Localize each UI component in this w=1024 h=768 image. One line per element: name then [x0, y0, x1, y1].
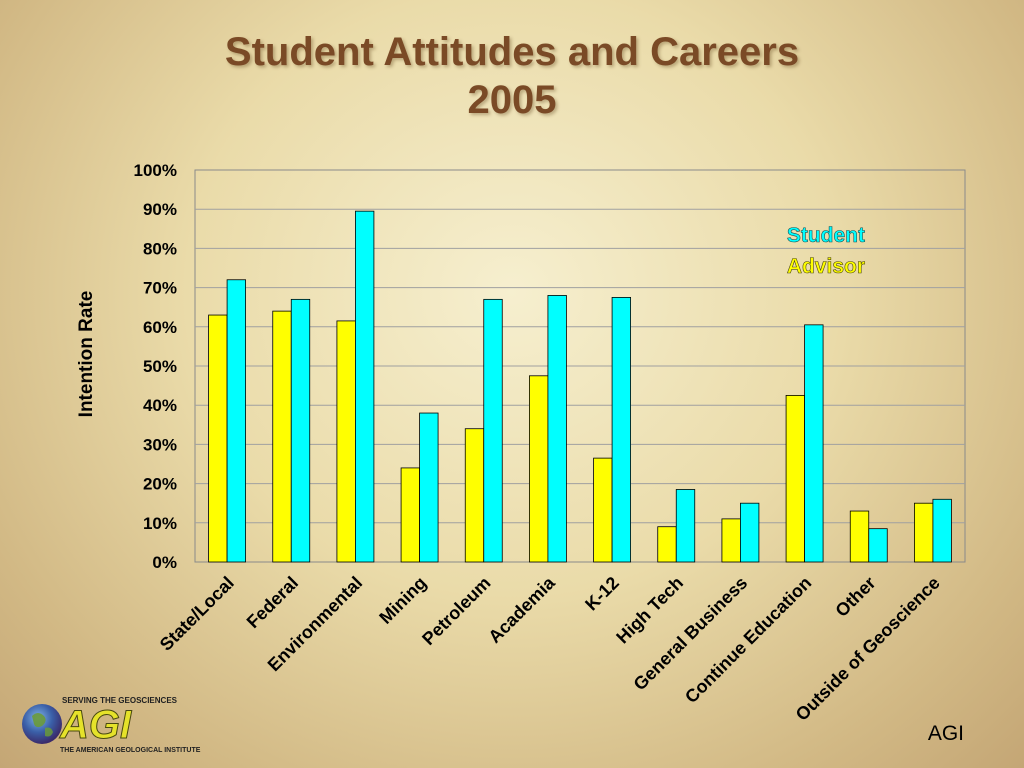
bar-student-6 — [611, 296, 631, 563]
bar-student-10 — [868, 528, 888, 563]
y-tick-label: 90% — [143, 200, 177, 219]
slide-title: Student Attitudes and Careers 2005 — [0, 28, 1024, 124]
bar-advisor-0 — [208, 314, 228, 563]
x-tick-label: Federal — [243, 573, 302, 632]
legend-entry-student: Student — [787, 224, 865, 247]
x-tick-label: General Business — [630, 573, 752, 695]
y-axis-label: Intention Rate — [76, 291, 97, 418]
title-line-1: Student Attitudes and Careers — [224, 30, 800, 74]
x-tick-label: Continue Education — [681, 573, 815, 707]
bar-student-0 — [226, 279, 246, 563]
bar-student-5 — [547, 295, 567, 563]
x-tick-label: State/Local — [156, 573, 238, 655]
y-tick-label: 0% — [152, 553, 177, 572]
bar-student-7 — [675, 489, 696, 563]
bar-advisor-4 — [464, 428, 485, 563]
bar-advisor-7 — [657, 526, 677, 563]
bar-advisor-6 — [593, 457, 613, 563]
y-tick-label: 80% — [143, 239, 177, 258]
y-tick-label: 20% — [143, 475, 177, 494]
bar-student-2 — [355, 210, 375, 563]
logo-tagline: SERVING THE GEOSCIENCES — [62, 696, 178, 705]
bar-advisor-2 — [336, 320, 356, 563]
bar-advisor-8 — [721, 518, 741, 563]
y-tick-label: 50% — [143, 357, 177, 376]
legend: Student Advisor — [787, 224, 866, 279]
gridlines — [195, 208, 965, 524]
x-tick-label: Mining — [375, 573, 430, 628]
bar-student-3 — [419, 412, 439, 563]
bar-student-8 — [740, 502, 760, 563]
bar-advisor-10 — [849, 510, 870, 563]
y-tick-label: 40% — [143, 396, 177, 415]
agi-logo: SERVING THE GEOSCIENCES AGI THE AMERICAN… — [20, 694, 235, 756]
x-tick-label: Academia — [484, 572, 559, 647]
x-tick-label: Other — [831, 573, 879, 621]
legend-entry-advisor: Advisor — [787, 255, 865, 278]
y-tick-label: 30% — [143, 435, 177, 454]
x-tick-label: Petroleum — [418, 573, 494, 649]
footer-text: AGI — [927, 722, 964, 745]
logo-org-name: THE AMERICAN GEOLOGICAL INSTITUTE — [60, 747, 201, 754]
bar-student-4 — [483, 298, 503, 563]
bar-advisor-3 — [400, 467, 420, 563]
bar-advisor-11 — [914, 502, 934, 563]
title-line-2: 2005 — [467, 78, 557, 122]
globe-icon: SERVING THE GEOSCIENCES AGI THE AMERICAN… — [22, 696, 201, 754]
bar-advisor-1 — [272, 310, 292, 563]
y-tick-label: 10% — [143, 514, 177, 533]
bar-student-11 — [932, 498, 952, 563]
y-tick-label: 70% — [143, 279, 177, 298]
bar-student-1 — [290, 298, 311, 563]
bar-student-9 — [804, 324, 824, 563]
logo-wordmark: AGI — [59, 703, 132, 747]
bars — [208, 210, 952, 563]
y-tick-label: 100% — [134, 161, 177, 180]
y-tick-label: 60% — [143, 318, 177, 337]
bar-advisor-9 — [785, 394, 805, 563]
bar-advisor-5 — [529, 375, 549, 563]
y-axis-ticks: 0% 10% 20% 30% 40% 50% 60% 70% 80% 90% 100% — [134, 161, 177, 572]
x-tick-label: K-12 — [581, 573, 623, 615]
